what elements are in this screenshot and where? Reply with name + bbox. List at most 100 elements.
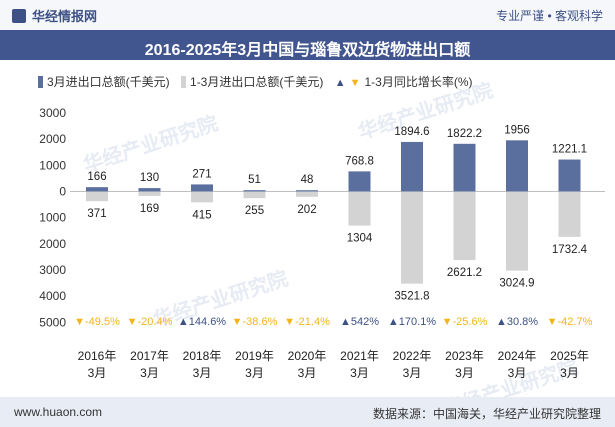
data-label-cumulative: 169 — [140, 203, 159, 215]
data-label-monthly: 51 — [248, 174, 261, 186]
footer-site: www.huaon.com — [14, 405, 103, 419]
bar-cumulative — [86, 191, 108, 202]
footer-source: 数据来源：中国海关，华经产业研究院整理 — [372, 407, 601, 421]
title-bar: 2016-2025年3月中国与瑙鲁双边货物进出口额 — [0, 30, 615, 60]
bar-cumulative — [348, 191, 371, 226]
footer-bar: www.huaon.com 数据来源：中国海关，华经产业研究院整理 — [0, 397, 615, 427]
growth-value: 542% — [351, 316, 379, 328]
x-tick-label: 2025年 — [550, 349, 589, 363]
x-tick-label: 3月 — [140, 366, 159, 380]
x-tick-label: 3月 — [508, 366, 527, 380]
growth-label: ▲30.8% — [496, 316, 538, 328]
tagline: 专业严谨 • 客观科学 — [496, 9, 603, 23]
data-label-monthly: 271 — [192, 168, 211, 180]
bar-cumulative — [191, 191, 213, 203]
growth-label: ▲144.6% — [178, 316, 226, 328]
bar-cumulative — [558, 191, 581, 237]
bar-cumulative — [296, 191, 318, 197]
data-label-monthly: 768.8 — [345, 155, 374, 167]
y-tick-label: 1000 — [39, 158, 66, 172]
growth-label: ▲170.1% — [388, 316, 436, 328]
bar-monthly — [138, 188, 161, 192]
growth-value: -42.7% — [558, 316, 593, 328]
bar-monthly — [401, 141, 423, 192]
data-label-monthly: 48 — [301, 174, 314, 186]
legend-item-growth: ▲ ▼ 1-3月同比增长率(%) — [335, 75, 477, 89]
legend-label-cumulative: 1-3月进出口总额(千美元) — [190, 75, 324, 89]
y-tick-label: 2000 — [39, 132, 66, 146]
data-label-monthly: 1221.1 — [552, 144, 587, 156]
bar-cumulative — [138, 191, 161, 196]
growth-label: ▼-25.6% — [442, 316, 488, 328]
y-tick-label: 2000 — [39, 237, 66, 251]
data-label-monthly: 130 — [140, 172, 159, 184]
bar-monthly — [348, 171, 371, 192]
x-tick-label: 2023年 — [445, 349, 484, 363]
legend-item-cumulative: 1-3月进出口总额(千美元) — [181, 75, 327, 89]
bar-monthly — [191, 184, 213, 192]
growth-label: ▼-42.7% — [547, 316, 593, 328]
x-tick-label: 3月 — [245, 366, 264, 380]
growth-value: -49.5% — [85, 316, 120, 328]
x-tick-label: 3月 — [560, 366, 579, 380]
growth-value: 30.8% — [507, 316, 538, 328]
data-label-cumulative: 371 — [87, 208, 106, 220]
x-tick-label: 2016年 — [78, 349, 117, 363]
growth-value: 144.6% — [189, 316, 227, 328]
x-tick-label: 2017年 — [130, 349, 169, 363]
growth-value: -25.6% — [453, 316, 488, 328]
bar-cumulative — [401, 191, 423, 284]
bar-monthly — [86, 187, 108, 192]
y-tick-label: 5000 — [39, 315, 66, 329]
growth-down-triangle-icon: ▼ — [547, 316, 558, 328]
y-tick-label: 1000 — [39, 211, 66, 225]
bar-cumulative — [506, 191, 528, 271]
x-tick-label: 3月 — [403, 366, 422, 380]
brand: 华经情报网 — [12, 6, 97, 25]
logo-icon — [12, 9, 26, 23]
bar-monthly — [453, 143, 476, 192]
legend-swatch-cumulative — [181, 76, 187, 88]
legend-label-monthly: 3月进出口总额(千美元) — [47, 75, 170, 89]
growth-up-triangle-icon: ▲ — [178, 316, 189, 328]
chart-title: 2016-2025年3月中国与瑙鲁双边货物进出口额 — [144, 42, 471, 59]
x-tick-label: 2018年 — [183, 349, 222, 363]
legend-item-monthly: 3月进出口总额(千美元) — [38, 75, 174, 89]
x-tick-label: 3月 — [193, 366, 212, 380]
growth-up-triangle-icon: ▲ — [496, 316, 507, 328]
legend-up-triangle-icon: ▲ — [334, 77, 346, 89]
bar-monthly — [506, 140, 528, 192]
top-bar: 华经情报网 专业严谨 • 客观科学 — [0, 0, 615, 30]
data-label-cumulative: 3521.8 — [394, 291, 429, 303]
growth-up-triangle-icon: ▲ — [388, 316, 399, 328]
data-label-cumulative: 415 — [192, 209, 211, 221]
chart-plot: 3000 2000 1000 0 1000 2000 3000 4000 5000 166 371 ▼… — [39, 106, 605, 380]
data-label-cumulative: 255 — [245, 205, 264, 217]
x-tick-label: 2020年 — [288, 349, 327, 363]
growth-label: ▼-49.5% — [74, 316, 120, 328]
data-label-monthly: 1822.2 — [447, 128, 482, 140]
growth-label: ▲542% — [340, 316, 379, 328]
legend-swatch-monthly — [38, 76, 43, 88]
growth-value: -21.4% — [295, 316, 330, 328]
growth-down-triangle-icon: ▼ — [74, 316, 85, 328]
growth-value: -38.6% — [243, 316, 278, 328]
data-label-cumulative: 3024.9 — [499, 278, 534, 290]
brand-name: 华经情报网 — [32, 9, 98, 24]
x-tick-label: 2021年 — [340, 349, 379, 363]
data-label-monthly: 166 — [87, 171, 106, 183]
bar-cumulative — [243, 191, 266, 199]
data-label-cumulative: 202 — [297, 204, 316, 216]
x-tick-label: 2022年 — [393, 349, 432, 363]
legend-label-growth: 1-3月同比增长率(%) — [364, 75, 473, 89]
bar-cumulative — [453, 191, 476, 261]
legend-down-triangle-icon: ▼ — [349, 77, 361, 89]
y-tick-label: 4000 — [39, 289, 66, 303]
chart-legend: 3月进出口总额(千美元) 1-3月进出口总额(千美元) ▲ ▼ 1-3月同比增长率(… — [38, 73, 481, 90]
y-tick-label: 0 — [59, 185, 66, 199]
x-tick-label: 3月 — [350, 366, 369, 380]
x-tick-label: 3月 — [298, 366, 317, 380]
data-label-cumulative: 1304 — [347, 233, 373, 245]
growth-down-triangle-icon: ▼ — [232, 316, 243, 328]
bar-monthly — [558, 159, 581, 192]
